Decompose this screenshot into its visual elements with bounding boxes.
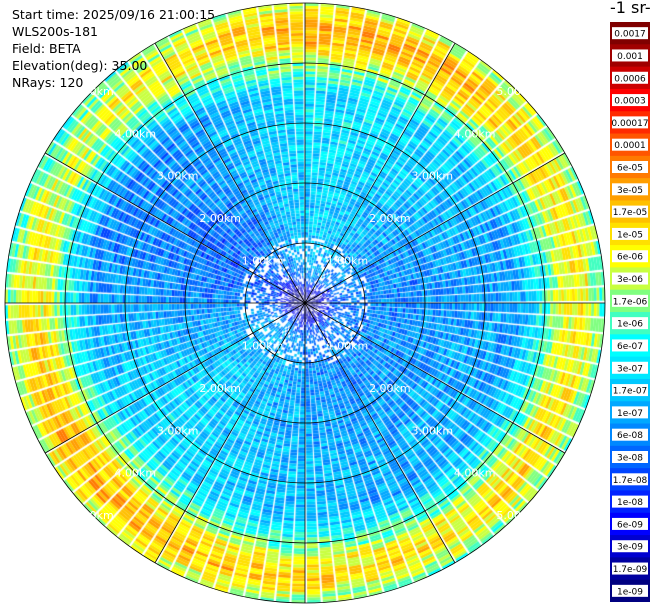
colorbar-tick-label: 1e-06 xyxy=(617,320,643,330)
range-ring-label: 3.00km xyxy=(411,170,453,183)
colorbar-tick-label: 1.7e-05 xyxy=(613,208,648,218)
radial-spoke-330 xyxy=(154,42,306,304)
colorbar-tick-label: 6e-09 xyxy=(617,520,643,530)
colorbar-label-bg xyxy=(612,428,648,441)
range-ring-label: 4.00km xyxy=(454,127,496,140)
colorbar-label-bg xyxy=(612,227,648,240)
nrays-label: NRays: 120 xyxy=(12,75,84,90)
colorbar-tick-label: 0.0017 xyxy=(614,30,646,40)
range-ring-label: 4.00km xyxy=(115,467,157,480)
colorbar-label-bg xyxy=(612,205,648,218)
radial-spoke-300 xyxy=(44,152,306,304)
field-label: Field: BETA xyxy=(12,41,81,56)
range-ring-label: 1.00km xyxy=(327,255,369,268)
colorbar-tick-label: 6e-06 xyxy=(617,253,643,263)
colorbar-label-bg xyxy=(612,49,648,62)
colorbar-label-bg xyxy=(612,161,648,173)
range-ring-label: 5.00km xyxy=(496,509,538,522)
colorbar-label-bg xyxy=(612,250,648,263)
colorbar-label-bg xyxy=(612,517,648,530)
colorbar-tick-label: 0.0003 xyxy=(614,97,646,107)
colorbar-label-bg xyxy=(612,584,648,597)
colorbar-tick-label: 3e-06 xyxy=(617,275,643,285)
radial-spoke-210 xyxy=(154,302,306,564)
colorbar-label-bg xyxy=(612,294,648,307)
range-ring-label: 2.00km xyxy=(199,382,241,395)
colorbar-tick-label: 0.0001 xyxy=(614,141,646,151)
range-ring-label: 5.00km xyxy=(496,85,538,98)
colorbar-tick-label: 1.7e-07 xyxy=(613,387,648,397)
colorbar-label-bg xyxy=(612,94,648,107)
colorbar-label-bg xyxy=(612,451,648,463)
colorbar-tick-label: 1e-09 xyxy=(617,587,643,597)
colorbar-tick-label: 0.0006 xyxy=(614,74,646,84)
colorbar-label-bg xyxy=(612,339,648,352)
range-ring-label: 1.00km xyxy=(242,255,284,268)
colorbar-label-bg xyxy=(612,116,648,129)
range-ring-label: 3.00km xyxy=(157,170,199,183)
elevation-label: Elevation(deg): 35.00 xyxy=(12,58,148,73)
range-ring-label: 2.00km xyxy=(369,212,411,225)
colorbar-tick-label: 6e-08 xyxy=(617,431,643,441)
range-ring-label: 1.00km xyxy=(327,339,369,352)
colorbar: 0.0017 0.001 0.0006 0.0003 0.00017 0.0001 6e-0… xyxy=(610,22,650,602)
radial-spoke-240 xyxy=(44,302,306,454)
range-ring-label: 5.00km xyxy=(72,509,114,522)
colorbar-label-bg xyxy=(612,317,648,330)
range-ring-label: 5.00km xyxy=(72,85,114,98)
range-ring-label: 2.00km xyxy=(199,212,241,225)
colorbar-tick-label: 0.001 xyxy=(617,52,643,62)
colorbar-label-bg xyxy=(612,27,648,40)
colorbar-label-bg xyxy=(612,384,648,397)
range-ring-label: 4.00km xyxy=(454,467,496,480)
colorbar-label-bg xyxy=(612,562,648,575)
range-ring-label: 1.00km xyxy=(242,339,284,352)
colorbar-tick-label: 1.7e-09 xyxy=(613,565,648,575)
ppi-grid-overlay: 1.00km 1.00km 1.00km 1.00km 2.00km 2.00km 2.00… xyxy=(4,2,606,604)
colorbar-unit-label: -1 sr- xyxy=(610,0,650,17)
colorbar-tick-label: 1.7e-08 xyxy=(613,476,648,486)
range-ring-label: 3.00km xyxy=(411,424,453,437)
colorbar-tick-label: 6e-07 xyxy=(617,342,643,352)
start-time-label: Start time: 2025/09/16 21:00:15 xyxy=(12,7,216,22)
colorbar-label-bg xyxy=(612,495,648,508)
colorbar-tick-label: 1e-07 xyxy=(617,409,643,419)
colorbar-tick-label: 3e-09 xyxy=(617,543,643,553)
radial-spoke-150 xyxy=(304,302,456,564)
colorbar-label-bg xyxy=(612,138,648,151)
colorbar-label-bg xyxy=(612,183,648,196)
range-ring-label: 3.00km xyxy=(157,424,199,437)
radial-spoke-120 xyxy=(304,302,566,454)
colorbar-label-bg xyxy=(612,361,648,374)
colorbar-tick-label: 1e-05 xyxy=(617,230,643,240)
colorbar-tick-label: 0.00017 xyxy=(611,119,648,129)
range-ring-label: 2.00km xyxy=(369,382,411,395)
colorbar-label-bg xyxy=(612,272,648,285)
colorbar-tick-label: 3e-05 xyxy=(617,186,643,196)
colorbar-label-bg xyxy=(612,71,648,84)
colorbar-tick-label: 3e-08 xyxy=(617,454,643,464)
colorbar-label-bg xyxy=(612,473,648,486)
range-ring-label: 4.00km xyxy=(115,127,157,140)
colorbar-tick-label: 6e-05 xyxy=(617,164,643,174)
instrument-label: WLS200s-181 xyxy=(12,24,98,39)
colorbar-label-bg xyxy=(612,540,648,553)
radial-spoke-60 xyxy=(304,152,566,304)
colorbar-tick-label: 1.7e-06 xyxy=(613,297,648,307)
colorbar-label-bg xyxy=(612,406,648,419)
colorbar-tick-label: 3e-07 xyxy=(617,364,643,374)
colorbar-tick-label: 1e-08 xyxy=(617,498,643,508)
radial-spoke-30 xyxy=(304,42,456,304)
